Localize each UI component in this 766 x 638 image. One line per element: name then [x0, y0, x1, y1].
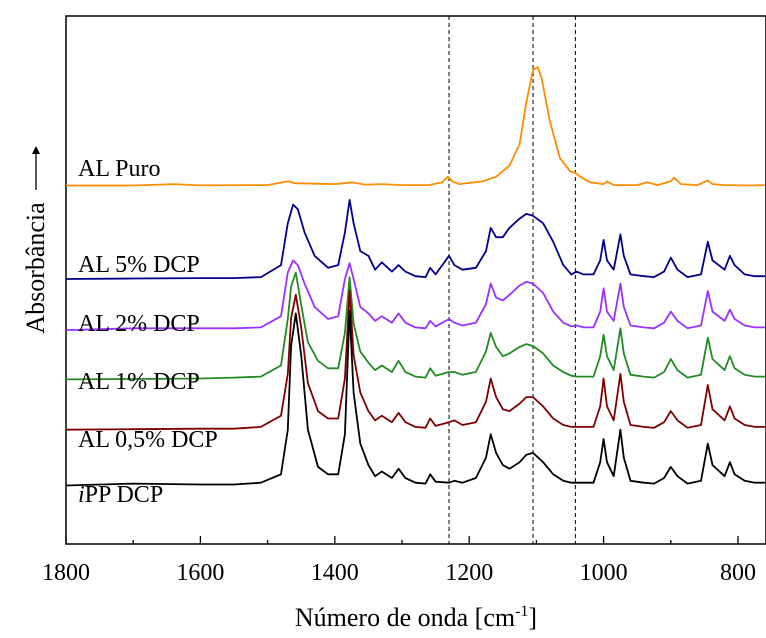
- series-lines: [65, 66, 765, 487]
- y-axis-label: Absorbância: [21, 202, 50, 334]
- y-axis-arrow-head: [32, 146, 40, 154]
- x-axis-ticks: 1800 1600 1400 1200 1000 800: [42, 536, 756, 586]
- plot-area-frame: [65, 15, 766, 545]
- reference-lines: [448, 16, 576, 544]
- series-line-ipp-dcp: [65, 309, 765, 487]
- series-line-al-2-dcp: [65, 259, 765, 331]
- series-label-al-5-dcp: AL 5% DCP: [78, 252, 200, 278]
- x-tick-label-1800: 1800: [42, 560, 90, 586]
- series-line-al-0-5-dcp: [65, 289, 765, 431]
- x-axis-label: Número de onda [cm-1]: [295, 603, 537, 632]
- x-tick-label-1200: 1200: [445, 560, 493, 586]
- x-tick-label-800: 800: [720, 560, 756, 586]
- series-label-al-puro: AL Puro: [78, 156, 160, 182]
- series-line-al-puro: [66, 66, 765, 187]
- series-labels: AL Puro AL 5% DCP AL 2% DCP AL 1% DCP AL 0,5…: [78, 156, 218, 508]
- x-axis-label-superscript: -1: [515, 603, 528, 620]
- series-label-ipp-dcp: iPP DCP: [78, 482, 163, 508]
- y-axis-label-group: Absorbância: [21, 146, 50, 334]
- series-line-al-1-dcp: [65, 271, 765, 381]
- series-label-al-0-5-dcp: AL 0,5% DCP: [78, 427, 218, 453]
- x-tick-label-1000: 1000: [580, 560, 628, 586]
- x-tick-label-1400: 1400: [311, 560, 359, 586]
- series-label-al-2-dcp: AL 2% DCP: [78, 311, 200, 337]
- series-label-al-1-dcp: AL 1% DCP: [78, 369, 200, 395]
- series-line-al-5-dcp: [65, 198, 765, 280]
- x-tick-label-1600: 1600: [176, 560, 224, 586]
